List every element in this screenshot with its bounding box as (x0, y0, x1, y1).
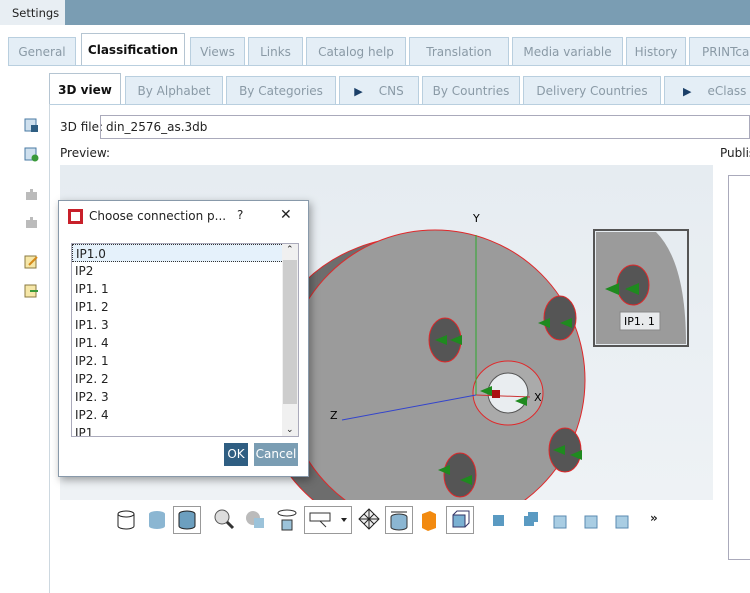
tab-history[interactable]: History (626, 37, 686, 65)
list-item[interactable]: IP1. 3 (75, 318, 109, 332)
more-tools-button[interactable]: » (650, 511, 658, 525)
subtab-cns-label: CNS (378, 84, 404, 98)
export-icon[interactable] (24, 283, 39, 298)
list-item[interactable]: IP2 (75, 264, 94, 278)
puzzle-arrow-icon[interactable] (24, 215, 39, 230)
zoom-fit-icon[interactable] (210, 506, 238, 534)
expand-triangle-icon: ▶ (354, 85, 363, 98)
tab-media-variable[interactable]: Media variable (512, 37, 623, 65)
mesh-icon[interactable] (355, 506, 383, 534)
scroll-up-icon[interactable]: ⌃ (286, 245, 294, 255)
edit-icon[interactable] (24, 254, 39, 269)
close-button[interactable]: ✕ (280, 207, 292, 223)
axis-x-label: X (534, 391, 542, 404)
window-title: Settings (0, 0, 65, 25)
cancel-button[interactable]: Cancel (254, 443, 298, 466)
view-right-icon[interactable] (577, 506, 605, 534)
app-icon (68, 209, 83, 224)
preview-label: Preview: (60, 146, 111, 160)
list-item[interactable]: IP1 (75, 426, 94, 437)
add-table-icon[interactable] (24, 147, 39, 162)
tab-printcatalog[interactable]: PRINTca (689, 37, 750, 65)
subtab-delivery-countries[interactable]: Delivery Countries (523, 76, 661, 104)
color-cube-icon[interactable] (416, 506, 444, 534)
tab-classification[interactable]: Classification (81, 33, 185, 66)
tab-views[interactable]: Views (190, 37, 245, 65)
list-item[interactable]: IP1. 1 (75, 282, 109, 296)
magnifier-inset: IP1. 1 (593, 229, 689, 347)
list-scrollbar[interactable]: ⌃ ⌄ (282, 244, 298, 436)
axis-z-label: Z (330, 409, 338, 422)
list-item[interactable]: IP1. 2 (75, 300, 109, 314)
puzzle-icon[interactable] (24, 187, 39, 202)
3d-model: Y X Z IP1. 1 (259, 212, 689, 538)
wireframe-icon[interactable] (112, 506, 140, 534)
annotation-dropdown[interactable] (304, 506, 352, 534)
title-bar: Settings (0, 0, 750, 25)
view-left-icon[interactable] (546, 506, 574, 534)
3d-file-input[interactable]: din_2576_as.3db (100, 115, 750, 139)
dialog-title: Choose connection p... (89, 209, 227, 223)
list-item[interactable]: IP2. 4 (75, 408, 109, 422)
subtab-3d-view[interactable]: 3D view (49, 73, 121, 105)
list-item[interactable]: IP2. 1 (75, 354, 109, 368)
list-item[interactable]: IP2. 2 (75, 372, 109, 386)
subtab-cns[interactable]: ▶ CNS (339, 76, 419, 104)
expand-triangle-icon: ▶ (683, 85, 692, 98)
x-axis (475, 394, 531, 398)
measure-icon[interactable] (385, 506, 413, 534)
subtab-by-alphabet[interactable]: By Alphabet (125, 76, 223, 104)
list-item[interactable]: IP1. 4 (75, 336, 109, 350)
tab-translation[interactable]: Translation (409, 37, 509, 65)
subtab-by-categories[interactable]: By Categories (226, 76, 336, 104)
tab-catalog-help[interactable]: Catalog help (306, 37, 406, 65)
connection-point-list[interactable]: IP1.0 IP2 IP1. 1 IP1. 2 IP1. 3 IP1. 4 IP… (71, 243, 299, 437)
subtab-eclass[interactable]: ▶ eClass 4. (664, 76, 750, 104)
z-axis (341, 394, 477, 421)
divider (49, 104, 750, 105)
cube-view-icon[interactable] (446, 506, 474, 534)
scroll-down-icon[interactable]: ⌄ (286, 425, 294, 435)
choose-connection-dialog: Choose connection p... ? ✕ IP1.0 IP2 IP1… (58, 200, 309, 477)
shaded-edges-icon[interactable] (173, 506, 201, 534)
view-front-icon[interactable] (485, 506, 513, 534)
subtab-by-countries[interactable]: By Countries (422, 76, 520, 104)
list-item[interactable]: IP2. 3 (75, 390, 109, 404)
tab-links[interactable]: Links (248, 37, 303, 65)
axis-y-label: Y (472, 212, 480, 225)
section-view-icon[interactable] (242, 506, 270, 534)
tab-general[interactable]: General (8, 37, 76, 65)
tooltip: IP1. 1 (624, 315, 655, 328)
save-table-icon[interactable] (24, 118, 39, 133)
view-back-icon[interactable] (516, 506, 544, 534)
file-label: 3D file: (60, 120, 104, 134)
scrollbar-thumb[interactable] (283, 260, 297, 404)
ok-button[interactable]: OK (224, 443, 248, 466)
publish-panel (728, 175, 750, 560)
rotate-animation-icon[interactable] (273, 506, 301, 534)
list-item[interactable]: IP1.0 (72, 244, 298, 262)
help-button[interactable]: ? (237, 208, 244, 222)
view-top-icon[interactable] (608, 506, 636, 534)
shaded-icon[interactable] (143, 506, 171, 534)
divider (49, 104, 50, 593)
subtab-eclass-label: eClass 4. (707, 84, 750, 98)
divider (8, 65, 750, 66)
publish-label: Publis (720, 146, 750, 160)
